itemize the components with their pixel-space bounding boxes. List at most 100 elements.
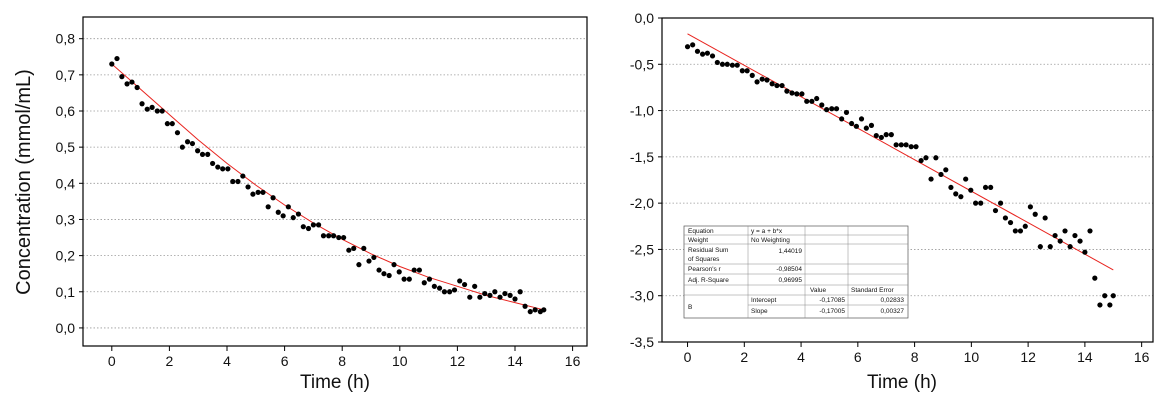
x-axis-label: Time (h) — [300, 372, 370, 393]
grid-lines — [83, 38, 587, 329]
x-tick-label: 0 — [108, 353, 116, 369]
data-point — [431, 283, 437, 289]
data-point — [215, 164, 221, 170]
data-point — [714, 59, 720, 66]
weight-label: Weight — [688, 237, 708, 244]
y-tick-label: 0,1 — [56, 284, 76, 300]
fit-line — [687, 33, 1114, 271]
stderr-header: Standard Error — [851, 287, 894, 294]
data-point — [729, 62, 735, 68]
data-point — [709, 53, 716, 59]
data-point — [346, 247, 352, 253]
data-point — [356, 262, 362, 268]
x-tick-label: 2 — [740, 349, 748, 365]
data-point — [124, 81, 130, 87]
data-point — [467, 294, 473, 300]
plot-frame — [82, 16, 588, 347]
data-point — [487, 292, 493, 298]
data-point — [527, 309, 533, 315]
data-point — [739, 68, 745, 74]
data-point — [749, 72, 755, 78]
intercept-label: Intercept — [751, 297, 776, 304]
equation-label: Equation — [688, 228, 714, 235]
x-tick-label: 8 — [338, 353, 346, 369]
y-tick-labels: 0,0 0,1 0,2 0,3 0,4 0,5 0,6 0,7 0,8 — [56, 31, 83, 336]
data-point — [169, 121, 175, 127]
data-point — [839, 116, 845, 122]
x-tick-label: 10 — [392, 353, 408, 369]
data-points — [109, 55, 547, 315]
data-point — [396, 269, 402, 275]
data-point — [1017, 228, 1024, 234]
data-point — [179, 144, 185, 150]
data-point — [963, 176, 969, 182]
x-tick-label: 6 — [854, 349, 862, 365]
data-point — [1077, 238, 1083, 244]
data-point — [401, 276, 407, 282]
rss-label-line2: of Squares — [688, 256, 720, 263]
data-point — [341, 234, 347, 241]
data-point — [819, 102, 825, 108]
data-point — [477, 294, 483, 300]
data-point — [225, 166, 231, 172]
x-tick-label: 8 — [911, 349, 919, 365]
data-point — [139, 101, 145, 107]
y-tick-label: 0,0 — [635, 10, 655, 26]
data-point — [472, 283, 478, 289]
data-point — [888, 132, 894, 138]
data-point — [1022, 223, 1028, 229]
data-point — [988, 184, 994, 191]
data-point — [507, 292, 513, 298]
adj-r-square-label: Adj. R-Square — [688, 277, 729, 284]
coefficient-group-label: B — [688, 304, 692, 311]
data-point — [336, 234, 342, 241]
data-point — [1087, 228, 1093, 234]
data-point — [457, 278, 463, 284]
slope-value: -0,17005 — [819, 308, 845, 315]
data-point — [1062, 228, 1068, 234]
data-point — [982, 184, 989, 191]
data-point — [893, 142, 899, 148]
y-tick-label: -3,5 — [630, 334, 654, 350]
data-point — [532, 307, 538, 313]
data-point — [833, 106, 840, 112]
y-tick-label: -0,5 — [630, 56, 654, 72]
chart-concentration: Concentration (mmol/mL) 0,00,10,20,30,40… — [13, 16, 588, 393]
data-point — [447, 289, 453, 295]
data-point — [285, 204, 291, 210]
adj-r-square-value: 0,96995 — [779, 277, 803, 284]
data-point — [280, 213, 286, 219]
fit-curve — [111, 63, 544, 311]
y-tick-label: -2,0 — [630, 195, 654, 211]
rss-label-line1: Residual Sum — [688, 247, 728, 254]
y-tick-label: -3,0 — [630, 288, 654, 304]
y-tick-label: -2,5 — [630, 241, 654, 257]
data-point — [809, 98, 815, 104]
x-tick-label: 2 — [166, 353, 174, 369]
data-point — [804, 98, 810, 104]
data-point — [754, 79, 760, 85]
data-point — [1097, 302, 1103, 308]
rss-value: 1,44019 — [779, 248, 803, 255]
data-point — [381, 271, 387, 277]
data-point — [953, 191, 959, 197]
data-point — [734, 62, 740, 68]
data-point — [119, 74, 125, 80]
data-point — [938, 171, 944, 178]
data-point — [774, 82, 780, 89]
data-point — [310, 222, 316, 228]
data-point — [848, 120, 855, 127]
fit-line-path — [111, 63, 544, 311]
x-tick-label: 14 — [1077, 349, 1093, 365]
data-point — [898, 142, 904, 148]
data-point — [199, 151, 206, 157]
data-point — [908, 144, 914, 150]
x-tick-label: 14 — [507, 353, 523, 369]
data-point — [366, 258, 372, 264]
data-point — [416, 267, 422, 273]
data-point — [1072, 232, 1078, 239]
x-tick-labels: 0 2 4 6 8 10 12 14 16 — [108, 346, 581, 369]
data-point — [210, 160, 216, 167]
data-point — [779, 82, 785, 89]
